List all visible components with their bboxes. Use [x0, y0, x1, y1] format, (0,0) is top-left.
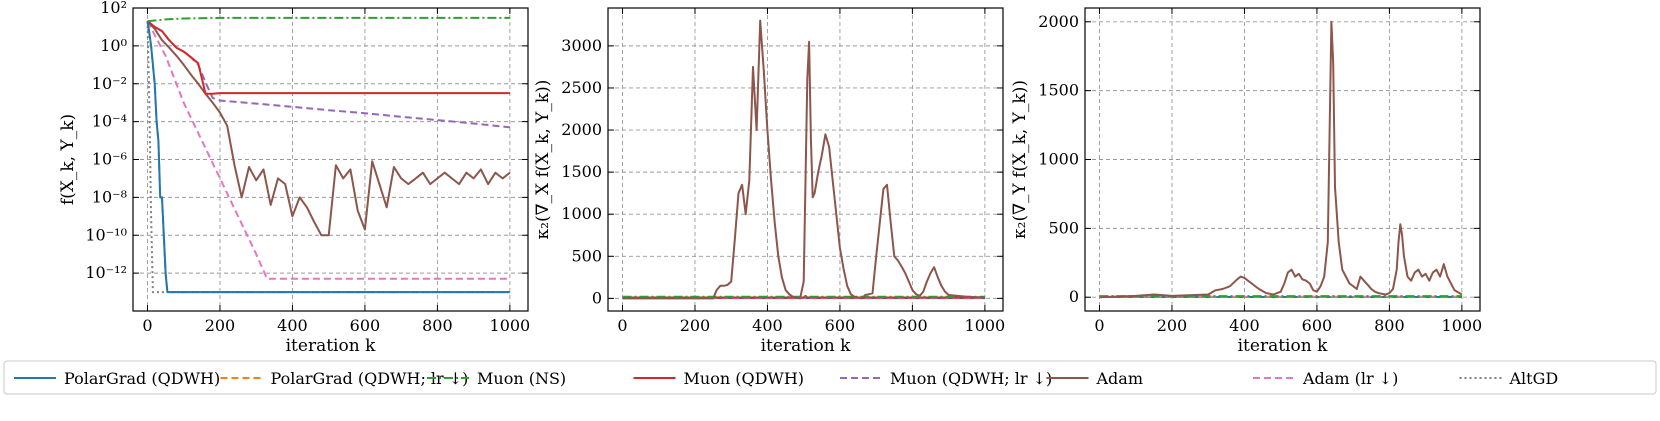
y-tick-label: 0	[1069, 287, 1079, 306]
x-axis-label: iteration k	[761, 336, 851, 356]
legend-label: AltGD	[1509, 369, 1559, 388]
series-adam-lr	[146, 20, 510, 280]
y-tick-label: 10⁻²	[92, 74, 127, 93]
x-tick-label: 800	[897, 316, 928, 335]
series-altgd	[146, 21, 510, 294]
x-axis-label: iteration k	[286, 336, 376, 356]
axes-frame	[607, 7, 1004, 312]
legend-entry-polargrad-qdwh-lr: PolarGrad (QDWH; lr ↓)	[220, 369, 469, 388]
y-tick-label: 2500	[561, 78, 602, 97]
x-tick-label: 200	[205, 316, 236, 335]
y-axis-label: κ₂(∇_Y f(X_k, Y_k))	[1010, 80, 1030, 239]
x-tick-label: 0	[1094, 316, 1104, 335]
x-tick-label: 600	[350, 316, 381, 335]
x-tick-label: 1000	[1442, 316, 1483, 335]
legend-label: Muon (QDWH; lr ↓)	[890, 369, 1052, 388]
panel-kappa-y: 0 200 400 600 800 1000 0 500 1000 1500 2000 iterati…	[1010, 7, 1483, 356]
x-tick-label: 400	[277, 316, 308, 335]
y-tick-label: 2000	[561, 120, 602, 139]
x-tick-label: 400	[1229, 316, 1260, 335]
y-tick-label: 2000	[1038, 12, 1079, 31]
x-tick-label: 1000	[965, 316, 1006, 335]
y-tick-label: 1000	[1038, 150, 1079, 169]
x-tick-label: 600	[825, 316, 856, 335]
series-group	[1099, 20, 1463, 299]
legend-label: Adam	[1096, 369, 1144, 388]
legend-entry-altgd: AltGD	[1459, 369, 1559, 388]
y-tick-label: 1000	[561, 204, 602, 223]
series-muon-qdwh-lr	[146, 20, 511, 129]
x-tick-label: 800	[1374, 316, 1405, 335]
panel-kappa-x: 0 200 400 600 800 1000 0 500 1000 1500 2000 2500 300…	[533, 7, 1006, 356]
y-tick-label: 10⁻⁴	[92, 112, 127, 131]
y-tick-label: 1500	[561, 162, 602, 181]
y-axis-label: κ₂(∇_X f(X_k, Y_k))	[533, 80, 553, 240]
y-tick-label: 10⁰	[100, 36, 127, 55]
grid	[133, 7, 528, 311]
legend-entry-muon-ns: Muon (NS)	[427, 369, 566, 388]
y-tick-label: 3000	[561, 36, 602, 55]
x-tick-label: 200	[1157, 316, 1188, 335]
grid	[1085, 8, 1480, 311]
x-tick-label: 600	[1302, 316, 1333, 335]
y-tick-label: 10²	[100, 0, 127, 17]
x-tick-label: 1000	[490, 316, 531, 335]
y-tick-label: 10⁻¹²	[85, 263, 127, 282]
series-adam	[622, 19, 985, 300]
legend-label: PolarGrad (QDWH; lr ↓)	[271, 369, 469, 388]
legend-entry-muon-qdwh: Muon (QDWH)	[633, 369, 805, 388]
series-muon-qdwh	[146, 20, 510, 95]
series-polargrad-qdwh	[146, 21, 510, 294]
y-tick-label: 10⁻⁸	[92, 187, 127, 206]
legend-entry-adam: Adam	[1046, 369, 1144, 388]
legend-entry-adam-lr: Adam (lr ↓)	[1253, 369, 1398, 388]
y-tick-label: 500	[1048, 218, 1079, 237]
series-polargrad-qdwh-lr	[146, 21, 510, 294]
panel-objective: 0 200 400 600 800 1000 10⁻¹² 10⁻¹⁰ 10⁻⁸ 10⁻⁶ 10⁻⁴ 1…	[58, 0, 530, 356]
y-tick-label: 10⁻⁶	[92, 150, 127, 169]
legend-label: PolarGrad (QDWH)	[64, 369, 220, 388]
x-tick-label: 0	[142, 316, 152, 335]
y-tick-label: 10⁻¹⁰	[85, 225, 127, 244]
x-tick-label: 400	[752, 316, 783, 335]
legend-label: Muon (QDWH)	[684, 369, 805, 388]
legend-label: Muon (NS)	[477, 369, 566, 388]
series-adam	[1099, 20, 1463, 299]
y-tick-label: 0	[592, 288, 602, 307]
legend-frame	[3, 360, 1657, 395]
series-group	[622, 19, 985, 300]
legend-entry-polargrad-qdwh: PolarGrad (QDWH)	[14, 369, 220, 388]
series-muon-ns	[147, 16, 510, 23]
y-tick-label: 500	[571, 246, 602, 265]
legend-entry-muon-qdwh-lr: Muon (QDWH; lr ↓)	[840, 369, 1052, 388]
x-tick-label: 0	[617, 316, 627, 335]
legend: PolarGrad (QDWH) PolarGrad (QDWH; lr ↓) Mu…	[3, 360, 1657, 395]
x-tick-label: 800	[422, 316, 453, 335]
series-adam	[146, 20, 511, 237]
y-axis-label: f(X_k, Y_k)	[58, 114, 78, 205]
y-tick-label: 1500	[1038, 81, 1079, 100]
series-group	[146, 16, 511, 294]
x-axis-label: iteration k	[1238, 336, 1328, 356]
x-tick-label: 200	[680, 316, 711, 335]
legend-label: Adam (lr ↓)	[1302, 369, 1398, 388]
